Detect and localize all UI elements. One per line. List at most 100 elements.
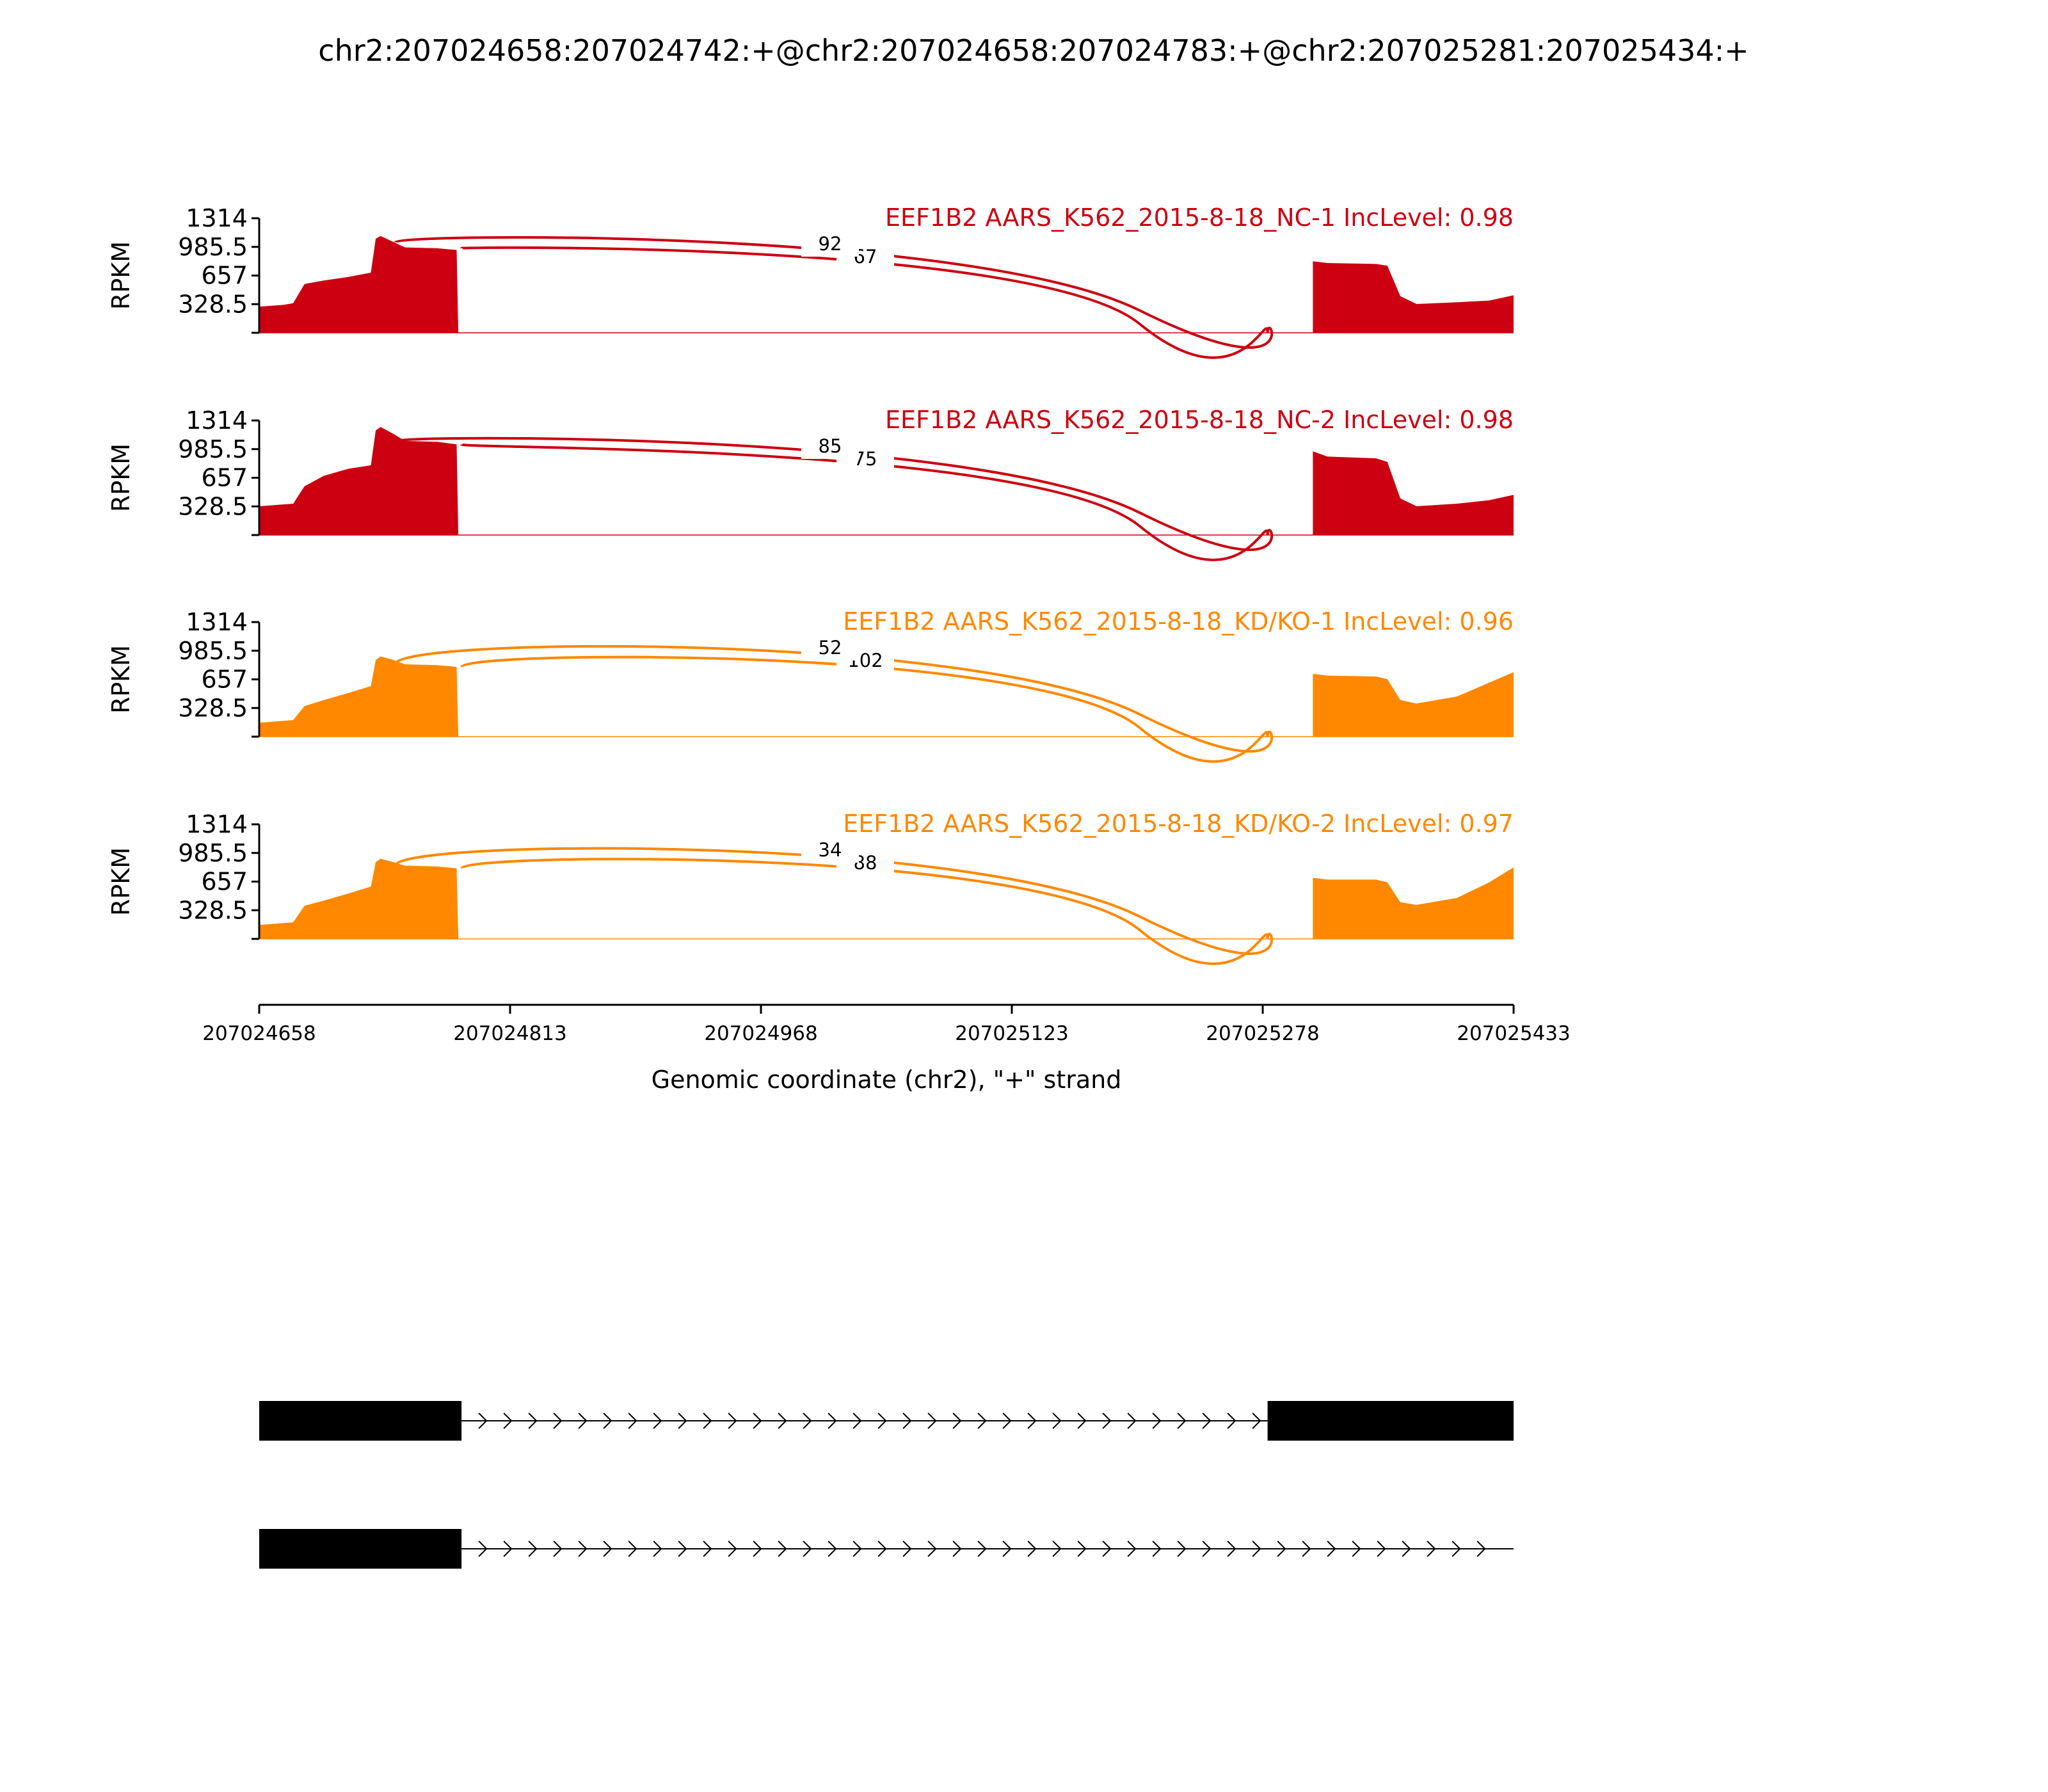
- junction-count-label: 92: [819, 233, 842, 255]
- gene-track: [259, 1401, 1514, 1569]
- y-tick-label: 985.5: [178, 839, 248, 867]
- x-tick-label: 207025123: [955, 1022, 1069, 1045]
- strand-arrow-icon: [603, 1540, 612, 1557]
- strand-arrow-icon: [1252, 1412, 1261, 1429]
- y-tick-label: 328.5: [178, 694, 248, 722]
- y-axis-label: RPKM: [107, 847, 135, 916]
- strand-arrow-icon: [578, 1412, 588, 1429]
- strand-arrow-icon: [503, 1412, 513, 1429]
- strand-arrow-icon: [578, 1540, 588, 1557]
- y-axis-label: RPKM: [107, 645, 135, 714]
- exon-block: [259, 1401, 462, 1441]
- y-tick-label: 1314: [186, 204, 248, 232]
- y-tick-label: 1314: [186, 810, 248, 838]
- y-tick-label: 985.5: [178, 637, 248, 665]
- junction-count: 92: [801, 232, 859, 257]
- x-tick-label: 207025278: [1206, 1022, 1320, 1045]
- strand-arrow-icon: [977, 1412, 987, 1429]
- junction-count-bg: [801, 435, 859, 459]
- y-tick-label: 657: [201, 666, 248, 694]
- strand-arrow-icon: [1476, 1540, 1486, 1557]
- strand-arrow-icon: [828, 1540, 837, 1557]
- strand-arrow-icon: [753, 1540, 762, 1557]
- x-tick-label: 207024813: [453, 1022, 567, 1045]
- strand-arrow-icon: [678, 1412, 687, 1429]
- junction-arc: [394, 847, 1274, 955]
- coverage-area: [259, 427, 1514, 535]
- strand-arrow-icon: [1352, 1540, 1361, 1557]
- strand-arrow-icon: [1227, 1540, 1236, 1557]
- strand-arrow-icon: [1427, 1540, 1436, 1557]
- sample-label: EEF1B2 AARS_K562_2015-8-18_NC-2 IncLevel…: [885, 406, 1514, 434]
- strand-arrow-icon: [1177, 1412, 1187, 1429]
- strand-arrow-icon: [653, 1540, 662, 1557]
- y-tick-label: 657: [201, 262, 248, 290]
- junction-count-bg: [801, 636, 859, 660]
- junction-count-label: 85: [819, 435, 842, 457]
- chart-title: chr2:207024658:207024742:+@chr2:20702465…: [318, 33, 1748, 68]
- junction-arc: [394, 436, 1274, 551]
- strand-arrow-icon: [553, 1412, 563, 1429]
- y-tick-label: 657: [201, 868, 248, 896]
- sample-label: EEF1B2 AARS_K562_2015-8-18_KD/KO-1 IncLe…: [843, 607, 1514, 636]
- strand-arrow-icon: [1277, 1540, 1286, 1557]
- strand-arrow-icon: [478, 1540, 488, 1557]
- transcript-2: [259, 1529, 1514, 1569]
- strand-arrow-icon: [1052, 1412, 1062, 1429]
- strand-arrow-icon: [1252, 1540, 1261, 1557]
- strand-arrow-icon: [1127, 1540, 1137, 1557]
- junction-count: 85: [801, 435, 859, 459]
- y-tick-label: 1314: [186, 406, 248, 435]
- strand-arrow-icon: [852, 1540, 862, 1557]
- strand-arrow-icon: [603, 1412, 612, 1429]
- strand-arrow-icon: [503, 1540, 513, 1557]
- strand-arrow-icon: [778, 1412, 787, 1429]
- strand-arrow-icon: [1452, 1540, 1461, 1557]
- coverage-area: [259, 858, 1514, 939]
- y-tick-label: 985.5: [178, 435, 248, 463]
- junction-count-label: 34: [819, 839, 842, 861]
- strand-arrow-icon: [927, 1412, 937, 1429]
- strand-arrow-icon: [553, 1540, 563, 1557]
- y-tick-label: 328.5: [178, 896, 248, 924]
- junction-count: 34: [801, 838, 859, 863]
- junction-arc: [460, 246, 1269, 359]
- strand-arrow-icon: [1202, 1540, 1212, 1557]
- strand-arrow-icon: [1327, 1540, 1336, 1557]
- strand-arrow-icon: [828, 1412, 837, 1429]
- strand-arrow-icon: [1127, 1412, 1137, 1429]
- strand-arrow-icon: [653, 1412, 662, 1429]
- y-tick-label: 985.5: [178, 233, 248, 261]
- junction-count-label: 52: [819, 637, 842, 659]
- strand-arrow-icon: [703, 1412, 712, 1429]
- strand-arrow-icon: [528, 1412, 538, 1429]
- x-tick-label: 207024658: [202, 1022, 316, 1045]
- coverage-area: [259, 236, 1514, 333]
- strand-arrow-icon: [1102, 1412, 1112, 1429]
- strand-arrow-icon: [877, 1412, 887, 1429]
- strand-arrow-icon: [852, 1412, 862, 1429]
- strand-arrow-icon: [753, 1412, 762, 1429]
- y-tick-label: 657: [201, 464, 248, 492]
- junction-arc: [394, 236, 1274, 349]
- strand-arrow-icon: [703, 1540, 712, 1557]
- x-axis-label: Genomic coordinate (chr2), "+" strand: [652, 1066, 1122, 1094]
- exon-block: [259, 1529, 462, 1569]
- strand-arrow-icon: [728, 1540, 737, 1557]
- strand-arrow-icon: [628, 1412, 637, 1429]
- strand-arrow-icon: [1152, 1412, 1162, 1429]
- strand-arrow-icon: [977, 1540, 987, 1557]
- junction-arc: [460, 858, 1269, 965]
- y-axis-label: RPKM: [107, 444, 135, 512]
- x-tick-label: 207024968: [704, 1022, 818, 1045]
- junction-arc: [394, 644, 1274, 753]
- strand-arrow-icon: [902, 1540, 912, 1557]
- strand-arrow-icon: [1177, 1540, 1187, 1557]
- y-tick-label: 1314: [186, 608, 248, 636]
- strand-arrow-icon: [1027, 1540, 1037, 1557]
- strand-arrow-icon: [952, 1540, 962, 1557]
